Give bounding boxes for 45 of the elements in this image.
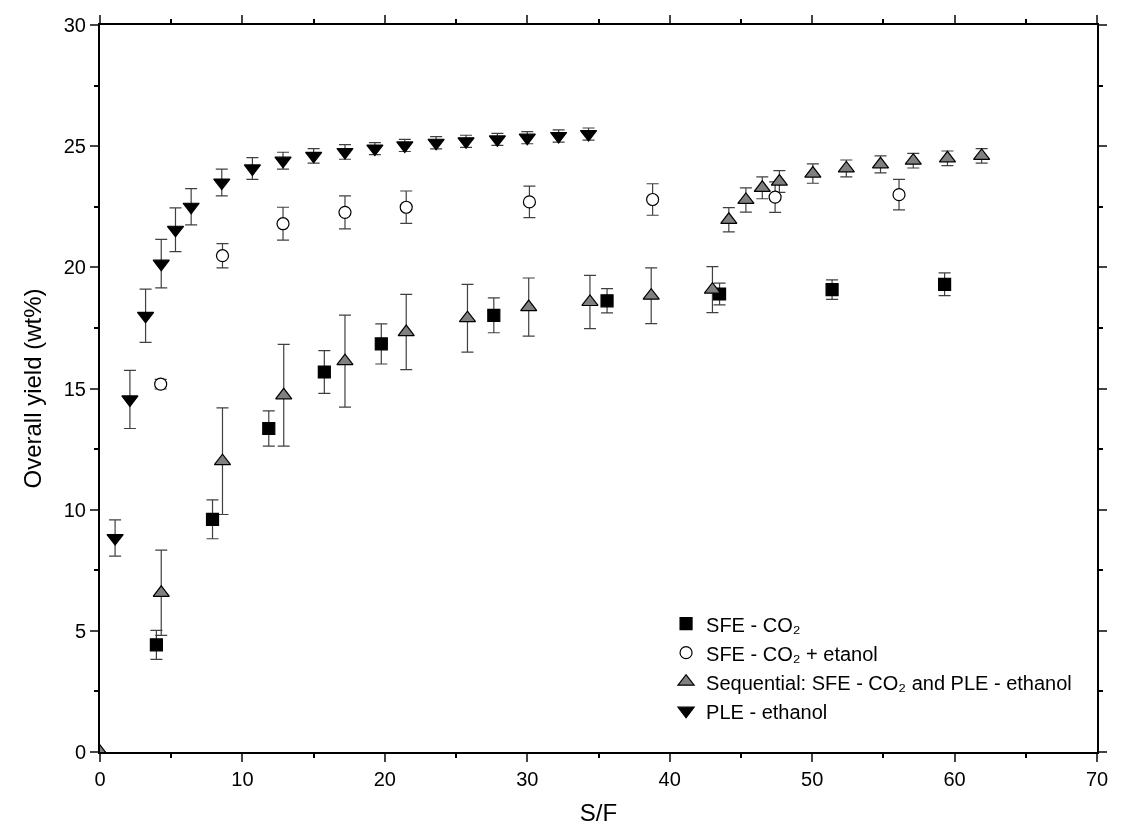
legend-label: Sequential: SFE - CO₂ and PLE - ethanol [706,671,1072,694]
x-axis-title: S/F [579,798,618,826]
point [646,192,660,207]
x-tick-label: 0 [94,768,106,790]
point [600,294,614,308]
point [336,353,354,366]
y-tick-label: 15 [63,377,86,400]
y-tick-label: 20 [63,256,86,279]
x-tick-label: 60 [943,768,966,790]
y-axis-title: Overall yield (wt%) [19,288,47,489]
x-tick-label: 20 [373,768,396,790]
point [487,308,501,322]
point [317,365,331,379]
y-tick-label: 30 [63,14,86,36]
point [276,217,290,231]
point [768,190,782,204]
y-tick-label: 25 [63,135,86,158]
legend-label: SFE - CO₂ [706,613,801,636]
point [581,294,599,307]
y-tick-label: 10 [63,498,86,521]
x-tick-label: 30 [516,768,539,790]
point [374,337,388,351]
x-tick-label: 10 [231,768,254,790]
x-tick-label: 50 [801,768,824,790]
point [938,277,952,291]
point [182,202,200,215]
point [892,188,906,202]
y-tick-label: 5 [74,619,86,642]
point [399,200,413,214]
point [275,387,293,400]
point [522,195,537,209]
point [338,205,352,219]
point [274,156,292,169]
point [397,324,415,337]
legend-label: SFE - CO₂ + etanol [706,642,878,665]
point [215,249,230,263]
point [262,421,276,436]
point [205,512,220,526]
x-tick-label: 70 [1085,768,1109,790]
point [213,178,231,191]
point [520,299,538,312]
y-tick-label: 0 [74,741,86,763]
x-tick-label: 40 [658,768,681,790]
point [152,259,170,272]
legend-label: PLE - ethanol [706,700,828,723]
